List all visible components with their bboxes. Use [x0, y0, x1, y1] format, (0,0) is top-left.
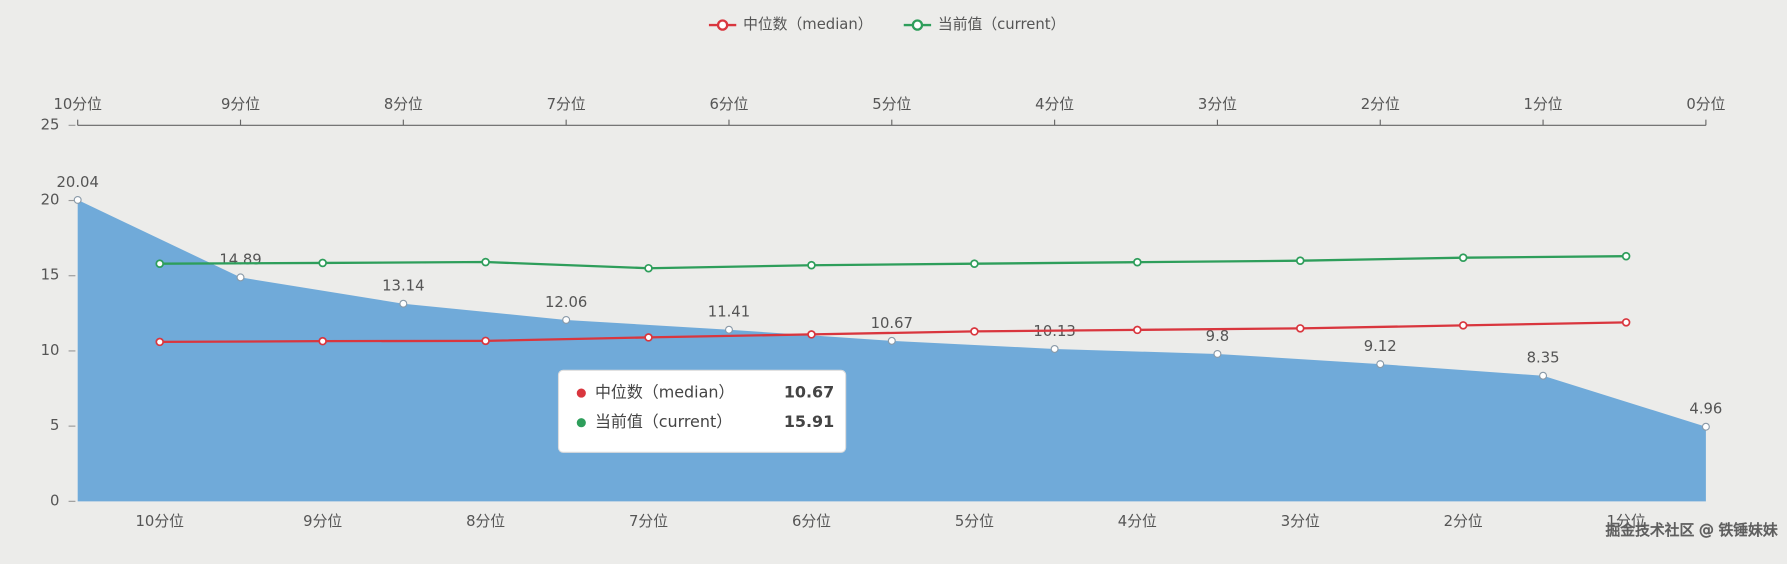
area-value-label: 12.06 [545, 294, 587, 311]
x-tick-label: 2分位 [1444, 513, 1483, 530]
legend-label: 当前值（current） [938, 16, 1065, 33]
series-point [1133, 257, 1142, 267]
legend-label: 中位数（median） [743, 16, 872, 33]
area-point [724, 325, 733, 334]
x-tick-label: 1分位 [1607, 513, 1646, 530]
area-point [1213, 349, 1222, 358]
area-value-label: 20.04 [57, 174, 99, 191]
tooltip-name: 当前值（current） [595, 412, 732, 431]
x-tick-label: 4分位 [1118, 513, 1157, 530]
series-point [644, 263, 653, 273]
top-tick-label: 7分位 [547, 96, 586, 113]
series-line [159, 255, 1627, 270]
series-point [1458, 253, 1468, 262]
top-tick-label: 8分位 [384, 96, 423, 113]
y-tick-label: 10 [41, 342, 60, 359]
series-point [481, 336, 490, 346]
area-value-label: 11.41 [708, 304, 750, 321]
area-point [399, 299, 408, 308]
series-point [318, 336, 327, 346]
area-point [1539, 371, 1548, 380]
tooltip: 中位数（median） 10.67 当前值（current） 15.91 [557, 369, 847, 453]
area-value-label: 9.8 [1206, 328, 1230, 345]
area-point [562, 315, 571, 324]
area-value-label: 14.89 [219, 251, 261, 268]
top-tick-label: 9分位 [221, 96, 260, 113]
y-tick-label: 15 [41, 267, 60, 284]
top-tick-label: 3分位 [1198, 96, 1237, 113]
area [77, 199, 1706, 502]
top-tick-label: 2分位 [1361, 96, 1400, 113]
tooltip-marker [576, 418, 586, 428]
series-point [155, 259, 165, 268]
area-point [887, 336, 896, 345]
series-point [1621, 318, 1631, 327]
tooltip-value: 15.91 [784, 412, 834, 431]
series-point [1133, 325, 1142, 335]
tooltip-box [557, 369, 847, 453]
area-value-label: 9.12 [1364, 338, 1397, 355]
legend-marker [716, 19, 729, 31]
x-tick-label: 6分位 [792, 513, 831, 530]
x-tick-label: 8分位 [466, 513, 505, 530]
area-point [73, 195, 82, 204]
series-point [1458, 321, 1468, 330]
series-point [155, 337, 165, 347]
series-point [318, 258, 327, 268]
watermark: 掘金技术社区 @ 铁锤妹妹 [1605, 522, 1777, 539]
series-point [1621, 251, 1631, 261]
legend-marker [911, 19, 924, 31]
x-tick-label: 3分位 [1281, 513, 1320, 530]
series-point [1295, 256, 1305, 265]
y-tick-label: 5 [50, 417, 59, 434]
x-tick-label: 7分位 [629, 513, 668, 530]
area-value-label: 4.96 [1689, 401, 1722, 418]
series-line [159, 321, 1627, 344]
series-point [807, 260, 816, 270]
area-point [1701, 422, 1710, 431]
series-point [970, 327, 979, 336]
top-tick-label: 1分位 [1524, 96, 1563, 113]
tooltip-marker [576, 388, 586, 398]
series-point [644, 333, 653, 342]
series-point [807, 330, 816, 339]
area-value-label: 8.35 [1527, 350, 1560, 367]
y-tick-label: 0 [50, 492, 59, 509]
top-tick-label: 10分位 [53, 96, 102, 113]
top-tick-label: 6分位 [709, 96, 748, 113]
series-point [481, 257, 490, 267]
area-value-label: 13.14 [382, 278, 424, 295]
area-value-label: 10.67 [871, 315, 913, 332]
y-tick-label: 25 [41, 116, 60, 133]
tooltip-name: 中位数（median） [595, 383, 734, 402]
top-tick-label: 4分位 [1035, 96, 1074, 113]
top-tick-label: 0分位 [1686, 96, 1725, 113]
y-tick-label: 20 [41, 192, 60, 209]
series-point [970, 259, 979, 268]
area-point [1050, 344, 1059, 353]
series-point [1295, 324, 1305, 333]
x-tick-label: 9分位 [303, 513, 342, 530]
x-tick-label: 5分位 [955, 513, 994, 530]
x-tick-label: 10分位 [136, 513, 185, 530]
tooltip-value: 10.67 [784, 383, 834, 402]
top-tick-label: 5分位 [872, 96, 911, 113]
area-point [1376, 360, 1385, 369]
area-point [236, 273, 245, 282]
